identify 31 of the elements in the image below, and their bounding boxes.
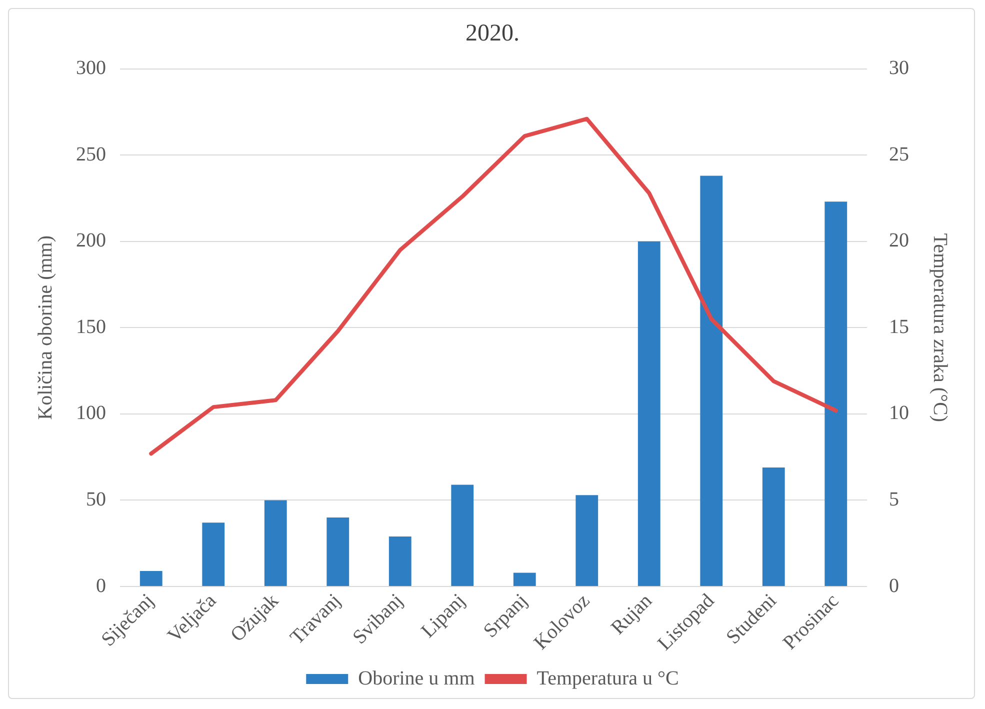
bar (700, 176, 723, 586)
bar (388, 536, 412, 586)
y-tick-label: 100 (76, 402, 106, 424)
y2-tick-label: 30 (889, 57, 909, 80)
y2-tick-label: 5 (889, 488, 899, 510)
chart-title: 2020. (466, 20, 520, 47)
bar (326, 518, 350, 586)
y-tick-label: 200 (76, 230, 106, 252)
y-tick-label: 250 (76, 143, 106, 166)
legend-label: Oborine u mm (358, 667, 476, 690)
y2-axis-title: Temperatura zraka (°C) (928, 233, 951, 422)
y-tick-label: 150 (76, 316, 106, 338)
bar (202, 522, 225, 586)
y2-tick-label: 20 (889, 230, 909, 252)
bar (762, 467, 785, 586)
bar (451, 484, 474, 586)
bar (513, 572, 536, 586)
y-axis-title: Količina oborine (mm) (34, 235, 56, 420)
y-tick-label: 50 (86, 488, 106, 510)
bar (264, 500, 287, 586)
y2-tick-label: 10 (889, 402, 909, 424)
bar (824, 202, 848, 586)
bar (638, 241, 660, 586)
bar (140, 571, 162, 586)
legend-label: Temperatura u °C (536, 667, 679, 690)
y-tick-label: 0 (96, 574, 106, 597)
y-tick-label: 300 (76, 57, 106, 80)
y2-tick-label: 15 (889, 316, 909, 338)
bar (576, 495, 598, 586)
y2-tick-label: 25 (889, 143, 909, 166)
y2-tick-label: 0 (889, 574, 899, 597)
